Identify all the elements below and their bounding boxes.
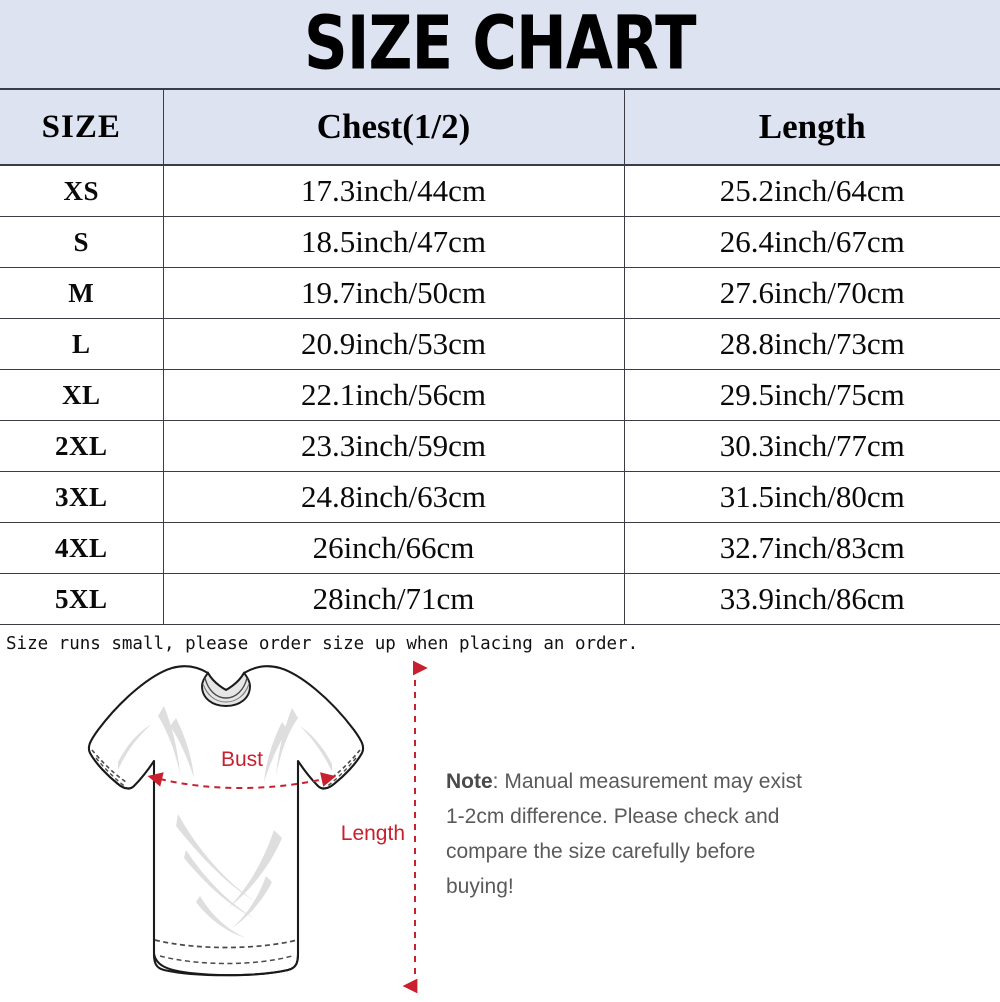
cell-chest: 20.9inch/53cm xyxy=(163,318,625,370)
table-header: SIZE Chest(1/2) Length xyxy=(0,88,1000,166)
table-row: 4XL 26inch/66cm 32.7inch/83cm xyxy=(0,522,1000,574)
cell-length: 25.2inch/64cm xyxy=(624,165,1000,217)
table-row: 3XL 24.8inch/63cm 31.5inch/80cm xyxy=(0,471,1000,523)
cell-length: 27.6inch/70cm xyxy=(624,267,1000,319)
table-row: M 19.7inch/50cm 27.6inch/70cm xyxy=(0,267,1000,319)
table-row: 2XL 23.3inch/59cm 30.3inch/77cm xyxy=(0,420,1000,472)
note-label: Note xyxy=(446,770,493,793)
bust-label: Bust xyxy=(221,748,263,771)
cell-length: 32.7inch/83cm xyxy=(624,522,1000,574)
shirt-outline xyxy=(87,665,365,977)
length-measurement: Length xyxy=(341,660,428,994)
table-row: L 20.9inch/53cm 28.8inch/73cm xyxy=(0,318,1000,370)
length-label: Length xyxy=(341,822,405,845)
sleeve-cuff-left xyxy=(89,749,135,791)
cell-size: 2XL xyxy=(0,420,164,472)
tshirt-illustration-area: Bust Length Note: Manual measurement may… xyxy=(0,654,1000,1002)
cell-length: 28.8inch/73cm xyxy=(624,318,1000,370)
cell-chest: 22.1inch/56cm xyxy=(163,369,625,421)
table-row: XL 22.1inch/56cm 29.5inch/75cm xyxy=(0,369,1000,421)
page-title: SIZE CHART xyxy=(304,0,697,87)
bust-measurement: Bust xyxy=(147,748,337,789)
size-chart-table: SIZE Chest(1/2) Length XS 17.3inch/44cm … xyxy=(0,88,1000,625)
bottom-hem xyxy=(153,939,299,977)
cell-size: S xyxy=(0,216,164,268)
cell-chest: 18.5inch/47cm xyxy=(163,216,625,268)
table-row: XS 17.3inch/44cm 25.2inch/64cm xyxy=(0,165,1000,217)
cell-chest: 23.3inch/59cm xyxy=(163,420,625,472)
size-disclaimer-text: Size runs small, please order size up wh… xyxy=(6,634,639,654)
cell-length: 31.5inch/80cm xyxy=(624,471,1000,523)
cell-length: 30.3inch/77cm xyxy=(624,420,1000,472)
title-band: SIZE CHART xyxy=(0,0,1000,88)
table-body: XS 17.3inch/44cm 25.2inch/64cm S 18.5inc… xyxy=(0,165,1000,625)
table-header-row: SIZE Chest(1/2) Length xyxy=(0,88,1000,166)
column-header-chest: Chest(1/2) xyxy=(163,88,625,166)
cell-size: L xyxy=(0,318,164,370)
cell-chest: 19.7inch/50cm xyxy=(163,267,625,319)
cell-size: 3XL xyxy=(0,471,164,523)
note-body: : Manual measurement may exist 1-2cm dif… xyxy=(446,770,802,898)
collar xyxy=(201,671,251,707)
cell-length: 29.5inch/75cm xyxy=(624,369,1000,421)
note-text: Note: Manual measurement may exist 1-2cm… xyxy=(446,764,802,904)
cell-size: 5XL xyxy=(0,573,164,625)
cell-size: XS xyxy=(0,165,164,217)
tshirt-diagram: Bust Length xyxy=(87,660,428,994)
table-row: S 18.5inch/47cm 26.4inch/67cm xyxy=(0,216,1000,268)
table-row: 5XL 28inch/71cm 33.9inch/86cm xyxy=(0,573,1000,625)
cell-length: 33.9inch/86cm xyxy=(624,573,1000,625)
fabric-folds xyxy=(118,706,332,938)
column-header-size: SIZE xyxy=(0,88,164,166)
cell-chest: 17.3inch/44cm xyxy=(163,165,625,217)
cell-chest: 24.8inch/63cm xyxy=(163,471,625,523)
cell-size: 4XL xyxy=(0,522,164,574)
cell-size: M xyxy=(0,267,164,319)
cell-chest: 26inch/66cm xyxy=(163,522,625,574)
cell-chest: 28inch/71cm xyxy=(163,573,625,625)
cell-size: XL xyxy=(0,369,164,421)
column-header-length: Length xyxy=(624,88,1000,166)
cell-length: 26.4inch/67cm xyxy=(624,216,1000,268)
